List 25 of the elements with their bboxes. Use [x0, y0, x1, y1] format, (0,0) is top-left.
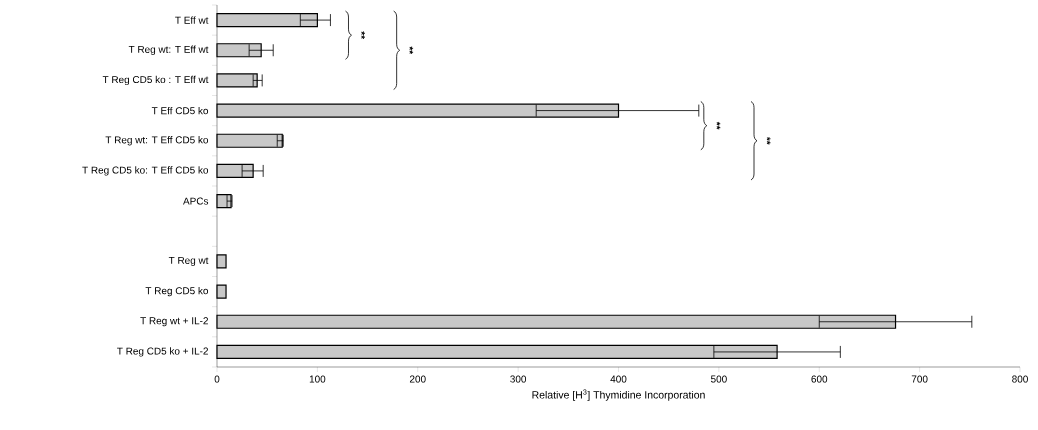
- x-tick-label: 300: [510, 375, 527, 383]
- x-tick-label: 600: [811, 375, 828, 383]
- y-tick-label: T Reg wt: T Eff CD5 ko: [105, 136, 209, 146]
- y-tick-label: APCs: [183, 197, 209, 205]
- x-tick-label: 800: [1012, 375, 1028, 383]
- x-tick-label: 200: [409, 375, 426, 383]
- x-tick-label: 0: [214, 375, 220, 383]
- annotation: **: [361, 31, 365, 40]
- y-tick-label: T Reg CD5 ko + IL-2: [117, 347, 208, 357]
- annotation: **: [409, 46, 414, 55]
- x-axis-title: Relative [H$^{3}$] Thymidine Incorporation: [532, 389, 705, 401]
- y-tick-label: T Eff wt: [175, 16, 209, 24]
- x-tick-label: 700: [911, 375, 928, 383]
- y-tick-label: T Reg wt: T Eff wt: [128, 45, 209, 55]
- y-tick-label: T Reg CD5 ko: T Eff CD5 ko: [82, 166, 209, 176]
- x-tick-label: 100: [309, 375, 326, 383]
- x-tick-label: 400: [610, 375, 627, 383]
- x-tick-label: 500: [710, 375, 727, 383]
- annotation: **: [716, 121, 721, 130]
- y-tick-label: T Reg wt + IL-2: [140, 317, 208, 327]
- annotation: **: [766, 136, 771, 145]
- y-tick-label: T Reg CD5 ko: [145, 286, 209, 297]
- y-tick-label: T Eff CD5 ko: [151, 106, 209, 115]
- y-tick-label: T Reg wt: [168, 256, 209, 266]
- y-tick-label: T Reg CD5 ko : T Eff wt: [102, 75, 209, 86]
